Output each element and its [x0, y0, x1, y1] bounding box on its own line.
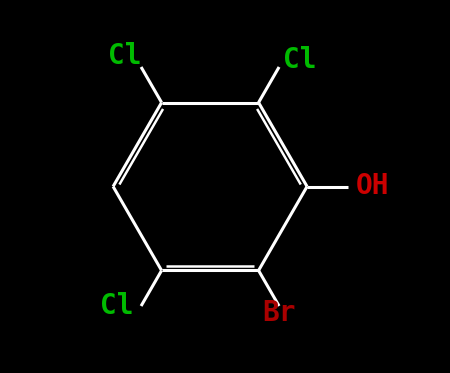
Text: Cl: Cl: [100, 292, 134, 320]
Text: Cl: Cl: [283, 46, 316, 73]
Text: Cl: Cl: [108, 42, 141, 70]
Text: Br: Br: [262, 300, 296, 327]
Text: OH: OH: [356, 172, 389, 201]
